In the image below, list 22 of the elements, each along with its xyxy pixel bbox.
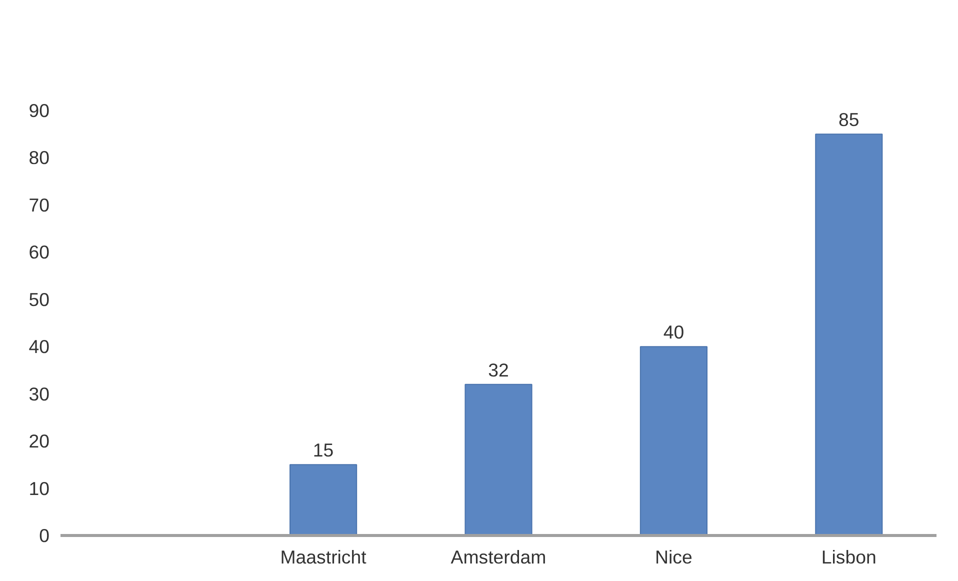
data-label: 85 <box>838 109 860 130</box>
bar <box>815 134 883 536</box>
x-tick-label: Lisbon <box>821 546 876 568</box>
y-tick-label: 50 <box>28 288 50 310</box>
bar <box>290 464 358 536</box>
bar <box>464 384 532 536</box>
y-tick-label: 20 <box>28 430 50 452</box>
y-tick-label: 80 <box>28 147 50 168</box>
x-tick-label: Maastricht <box>280 546 368 568</box>
x-tick-label: Amsterdam <box>450 546 546 568</box>
data-label: 32 <box>488 359 509 380</box>
y-tick-label: 70 <box>28 194 50 216</box>
y-tick-label: 0 <box>39 525 50 546</box>
y-tick-label: 10 <box>28 478 50 499</box>
data-label: 15 <box>312 440 334 461</box>
bar <box>640 346 708 536</box>
y-tick-label: 40 <box>28 336 50 358</box>
y-tick-label: 60 <box>28 242 50 263</box>
y-tick-label: 30 <box>28 383 50 404</box>
data-label: 40 <box>663 322 684 343</box>
x-tick-label: Nice <box>655 546 692 568</box>
y-tick-label: 90 <box>28 100 50 121</box>
